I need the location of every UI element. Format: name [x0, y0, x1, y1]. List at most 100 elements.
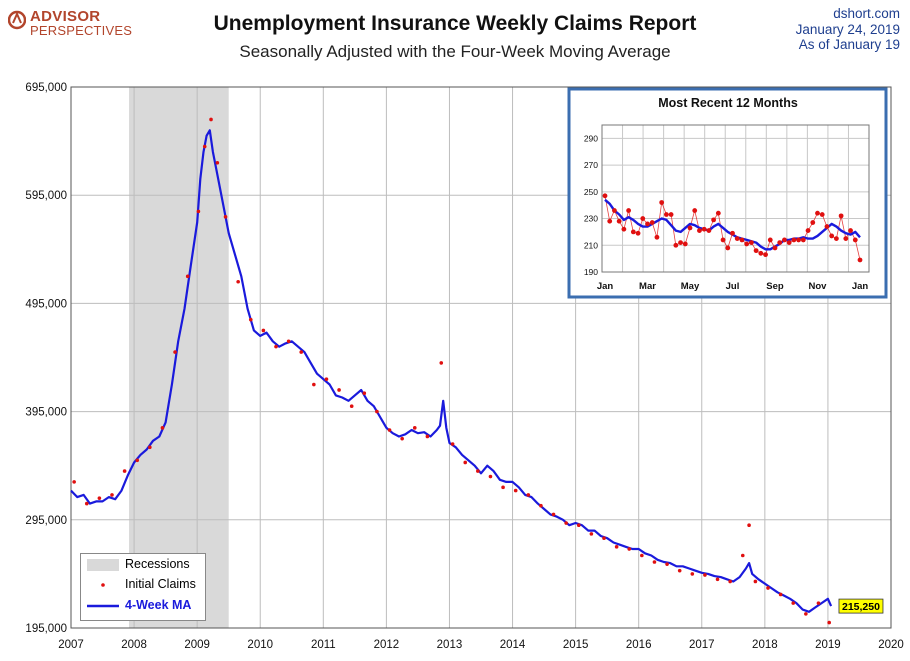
inset-x-tick-label: Nov: [809, 281, 828, 292]
claims-point: [387, 428, 392, 432]
x-tick-label: 2013: [437, 639, 463, 651]
y-tick-label: 295,000: [25, 515, 67, 527]
logo-mark-icon: [8, 10, 26, 30]
inset-claims-point: [616, 218, 622, 224]
inset-claims-point: [602, 193, 608, 199]
inset-claims-point: [739, 237, 745, 243]
claims-point: [148, 445, 152, 450]
claims-point: [202, 144, 207, 149]
inset-claims-point: [621, 226, 627, 232]
claims-point: [476, 469, 480, 473]
x-tick-label: 2011: [311, 639, 336, 651]
chart-legend: Recessions Initial Claims 4-Week MA: [80, 553, 206, 621]
ma-series-line: [70, 129, 833, 613]
claims-point: [589, 532, 594, 536]
y-tick-label: 195,000: [25, 623, 67, 635]
claims-point: [640, 553, 644, 558]
inset-claims-point: [668, 212, 674, 217]
claims-point: [261, 328, 266, 333]
latest-value-label: 215,250: [842, 601, 880, 613]
legend-item-ma: 4-Week MA: [87, 598, 203, 614]
inset-y-tick-label: 270: [584, 160, 598, 170]
inset-claims-point: [673, 242, 679, 248]
legend-claims-label: Initial Claims: [125, 577, 196, 591]
inset-claims-point: [852, 237, 858, 243]
claims-point: [439, 361, 444, 365]
claims-point: [72, 480, 76, 484]
chart-title: Unemployment Insurance Weekly Claims Rep…: [213, 12, 697, 35]
y-tick-label: 495,000: [25, 298, 67, 310]
inset-claims-point: [640, 216, 646, 221]
claims-point: [627, 547, 632, 551]
x-tick-label: 2020: [878, 639, 904, 651]
legend-ma-label: 4-Week MA: [125, 598, 192, 612]
claims-point: [185, 274, 190, 279]
inset-x-tick-label: Jan: [597, 281, 614, 292]
claims-point: [488, 474, 493, 479]
legend-item-recessions: Recessions: [87, 557, 203, 573]
inset-x-tick-label: Sep: [766, 281, 784, 292]
inset-claims-point: [607, 218, 613, 224]
inset-claims-point: [772, 245, 778, 251]
inset-claims-point: [819, 212, 825, 217]
inset-claims-point: [635, 230, 641, 236]
inset-claims-point: [697, 228, 702, 233]
inset-claims-point: [734, 236, 740, 241]
source-site[interactable]: dshort.com: [833, 6, 900, 21]
claims-point: [299, 350, 304, 354]
claims-point: [614, 545, 619, 549]
inset-y-tick-label: 250: [584, 187, 598, 197]
claims-point: [209, 117, 213, 122]
inset-claims-point: [612, 208, 617, 213]
inset-claims-point: [678, 240, 683, 246]
inset-claims-point: [715, 210, 721, 216]
claims-point: [248, 317, 253, 322]
inset-x-tick-label: Jan: [852, 281, 869, 292]
x-tick-label: 2014: [500, 639, 526, 651]
claims-point: [551, 512, 556, 517]
inset-claims-point: [843, 236, 849, 241]
inset-claims-point: [748, 240, 754, 246]
inset-claims-point: [786, 240, 792, 246]
claims-point: [400, 436, 404, 441]
inset-claims-point: [630, 229, 636, 235]
claims-point: [312, 382, 316, 387]
claims-point: [160, 426, 165, 430]
recession-band: [129, 87, 229, 628]
legend-recession-swatch: [87, 559, 119, 571]
claims-point: [223, 215, 228, 219]
claims-point: [747, 523, 751, 528]
inset-claims-point: [645, 221, 650, 227]
inset-claims-point: [829, 233, 835, 239]
inset-claims-point: [706, 228, 712, 233]
claims-point: [425, 434, 430, 439]
claims-point: [665, 562, 669, 566]
latest-value-badge: [838, 598, 884, 614]
inset-x-tick-label: May: [681, 281, 700, 292]
claims-point: [173, 350, 177, 354]
claims-point: [816, 601, 821, 605]
brand-line1: ADVISOR: [30, 8, 101, 25]
claims-point: [135, 458, 140, 463]
inset-x-tick-label: Jul: [726, 281, 740, 292]
claims-point: [539, 503, 543, 508]
claims-point: [652, 560, 657, 564]
claims-point: [324, 377, 329, 381]
brand-line2: PERSPECTIVES: [30, 23, 133, 38]
source-block: dshort.com January 24, 2019 As of Januar…: [796, 6, 900, 53]
inset-claims-point: [649, 220, 655, 225]
source-date: January 24, 2019: [795, 21, 900, 37]
claims-point: [337, 388, 341, 392]
inset-title: Most Recent 12 Months: [658, 96, 798, 110]
claims-point: [412, 426, 417, 430]
inset-claims-point: [725, 245, 731, 251]
inset-claims-point: [687, 225, 693, 231]
inset-x-tick-label: Mar: [639, 281, 656, 292]
inset-claims-point: [777, 240, 783, 246]
claims-point: [740, 553, 745, 558]
claims-point: [236, 279, 240, 284]
inset-claims-point: [744, 241, 750, 247]
claims-point: [501, 485, 505, 490]
source-asof: As of January 19: [798, 37, 900, 52]
